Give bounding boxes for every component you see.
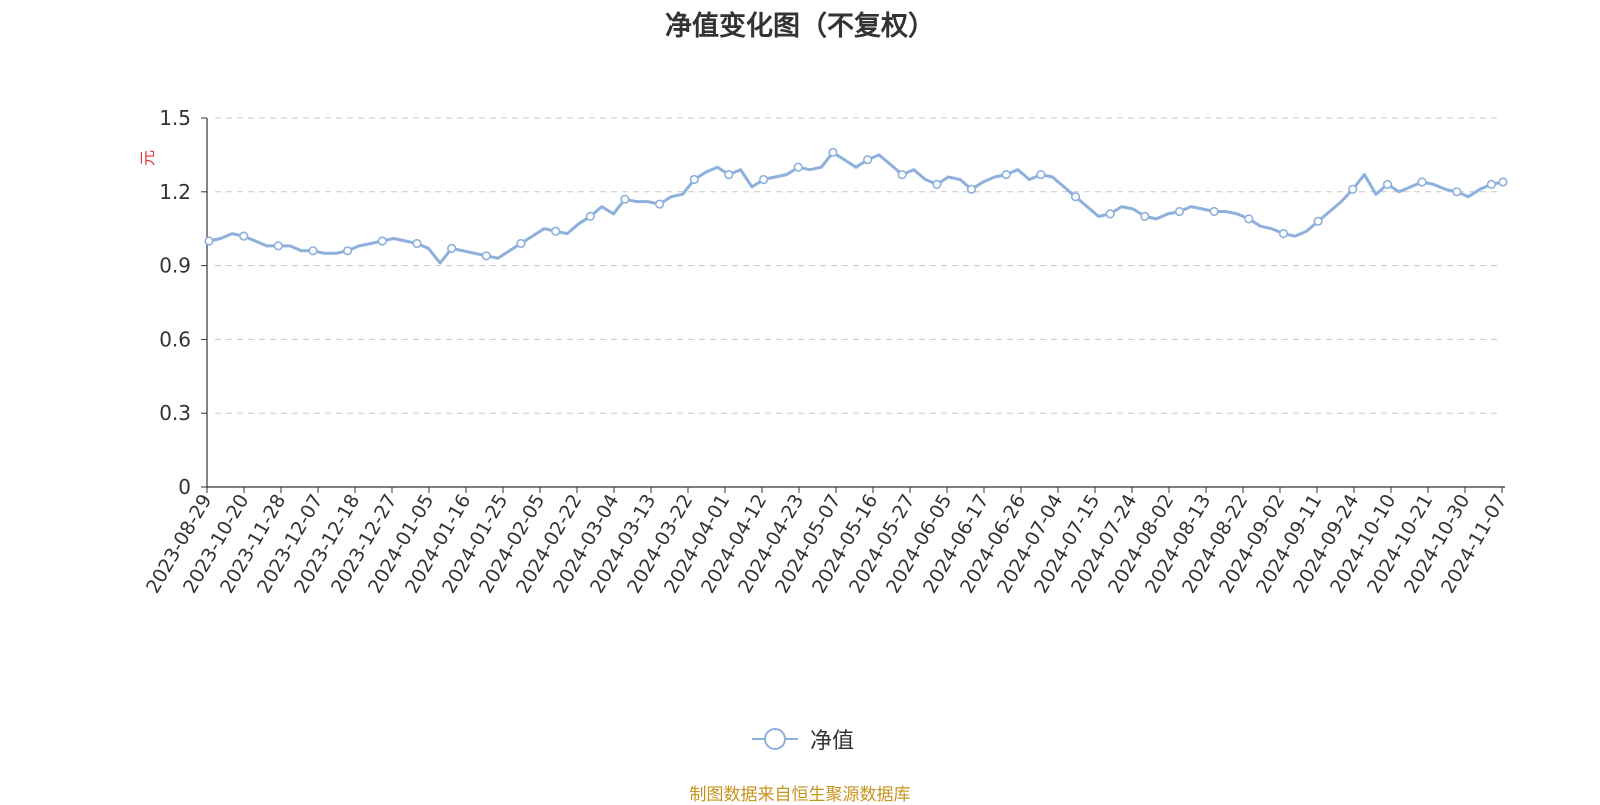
legend-line-circle-icon bbox=[752, 728, 798, 750]
data-point[interactable] bbox=[1105, 209, 1115, 219]
data-point[interactable] bbox=[828, 147, 838, 157]
grid-lines bbox=[215, 117, 1500, 414]
data-point[interactable] bbox=[1417, 177, 1427, 187]
y-axis-label: 元 bbox=[138, 150, 157, 166]
data-point[interactable] bbox=[1140, 211, 1150, 221]
data-point[interactable] bbox=[1001, 170, 1011, 180]
data-point[interactable] bbox=[1036, 170, 1046, 180]
data-point[interactable] bbox=[585, 211, 595, 221]
data-point[interactable] bbox=[481, 251, 491, 261]
data-point[interactable] bbox=[1348, 184, 1358, 194]
data-point[interactable] bbox=[1313, 216, 1323, 226]
data-point[interactable] bbox=[897, 170, 907, 180]
data-point[interactable] bbox=[273, 241, 283, 251]
y-tick-label: 0.9 bbox=[159, 254, 191, 278]
data-point[interactable] bbox=[412, 238, 422, 249]
data-point[interactable] bbox=[758, 174, 769, 185]
data-point[interactable] bbox=[1209, 206, 1219, 217]
data-point[interactable] bbox=[1070, 192, 1081, 202]
data-point[interactable] bbox=[516, 238, 526, 249]
data-point[interactable] bbox=[204, 236, 214, 246]
data-point[interactable] bbox=[377, 236, 387, 246]
x-tick-labels: 2023-08-292023-10-202023-11-282023-12-07… bbox=[142, 487, 1511, 597]
legend-item-net-value[interactable]: 净值 bbox=[750, 722, 854, 756]
y-tick-label: 0.6 bbox=[159, 327, 191, 351]
data-point[interactable] bbox=[1244, 214, 1254, 224]
data-point[interactable] bbox=[724, 170, 734, 180]
data-point[interactable] bbox=[1498, 177, 1508, 187]
data-point[interactable] bbox=[654, 199, 665, 209]
axes bbox=[206, 118, 1505, 488]
y-tick-labels: 0 0.3 0.6 0.9 1.2 1.5 bbox=[159, 106, 207, 499]
y-tick-label: 0.3 bbox=[159, 401, 191, 425]
data-point[interactable] bbox=[550, 226, 561, 236]
data-point[interactable] bbox=[239, 231, 249, 241]
chart-title: 净值变化图（不复权） bbox=[665, 11, 935, 42]
data-point[interactable] bbox=[343, 246, 353, 256]
data-point[interactable] bbox=[862, 155, 873, 165]
data-point[interactable] bbox=[966, 184, 977, 194]
data-point[interactable] bbox=[1452, 187, 1462, 197]
data-point[interactable] bbox=[1278, 229, 1289, 239]
data-point[interactable] bbox=[1382, 179, 1393, 189]
data-point[interactable] bbox=[1486, 179, 1496, 189]
data-point[interactable] bbox=[620, 194, 630, 204]
data-point[interactable] bbox=[1174, 206, 1185, 217]
data-point[interactable] bbox=[447, 243, 457, 253]
y-tick-label: 1.5 bbox=[159, 106, 191, 130]
series-line-net-value[interactable] bbox=[208, 150, 1504, 265]
legend-label: 净值 bbox=[810, 729, 855, 754]
y-tick-label: 0 bbox=[178, 475, 191, 499]
data-point[interactable] bbox=[308, 246, 318, 256]
data-point[interactable] bbox=[689, 174, 699, 185]
y-tick-label: 1.2 bbox=[159, 180, 191, 204]
series-layer bbox=[204, 147, 1508, 265]
data-point[interactable] bbox=[793, 162, 803, 172]
data-point[interactable] bbox=[932, 179, 942, 189]
source-note: 制图数据来自恒生聚源数据库 bbox=[689, 785, 911, 805]
